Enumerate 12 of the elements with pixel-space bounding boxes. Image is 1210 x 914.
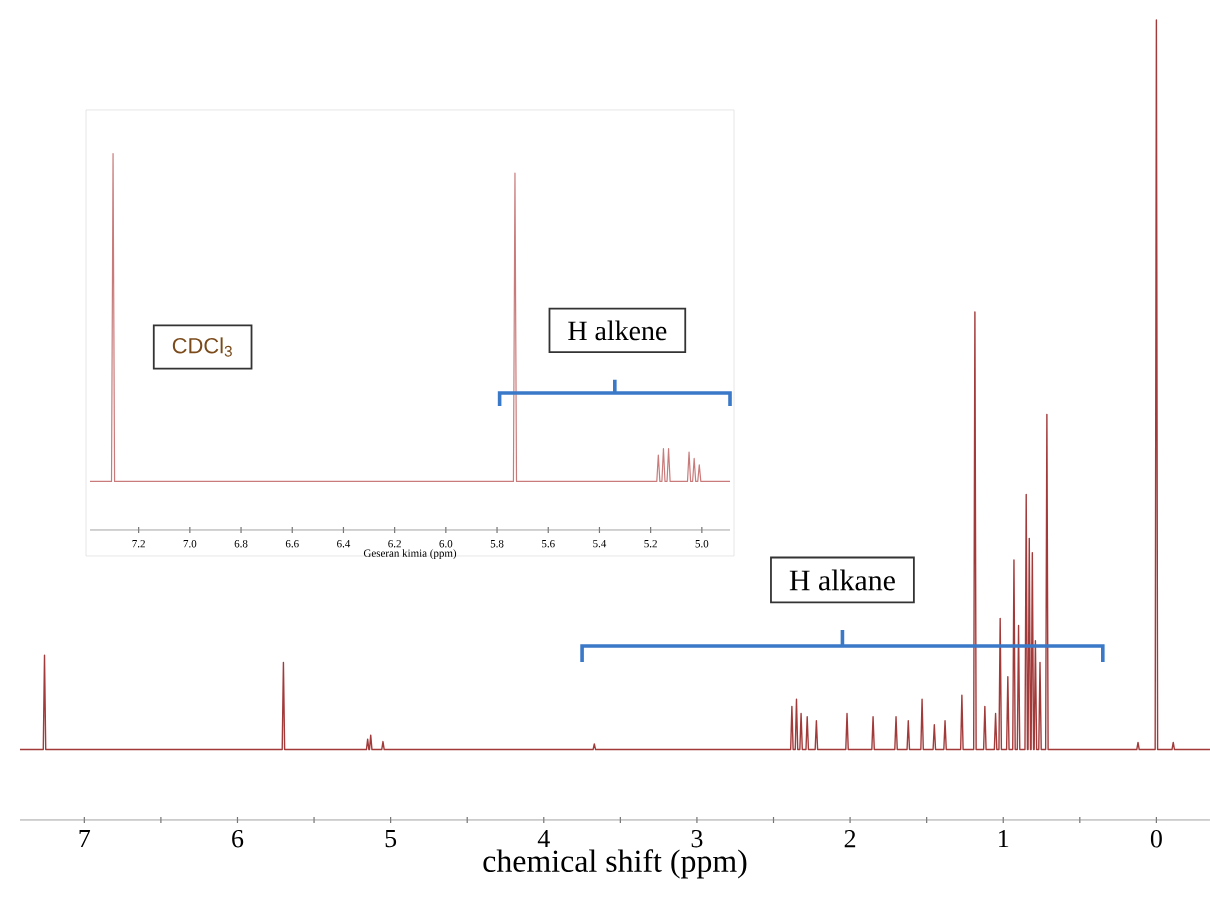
x-tick-label: 6 <box>232 829 244 848</box>
x-axis-title: chemical shift (ppm) <box>483 849 747 879</box>
x-tick-label: 2 <box>844 829 856 848</box>
annotation: CDCl$_{3}$ <box>172 337 232 357</box>
x-tick-label: 5 <box>385 829 397 848</box>
x-tick-label: 7 <box>79 829 91 847</box>
annotation: H alkene <box>568 320 667 341</box>
x-tick-label: 4 <box>537 829 550 848</box>
x-tick-label: 3 <box>691 829 703 848</box>
x-tick-label: 0 <box>1150 830 1162 848</box>
annotation: H alkane <box>789 569 895 591</box>
x-tick-label: 1 <box>999 830 1009 848</box>
